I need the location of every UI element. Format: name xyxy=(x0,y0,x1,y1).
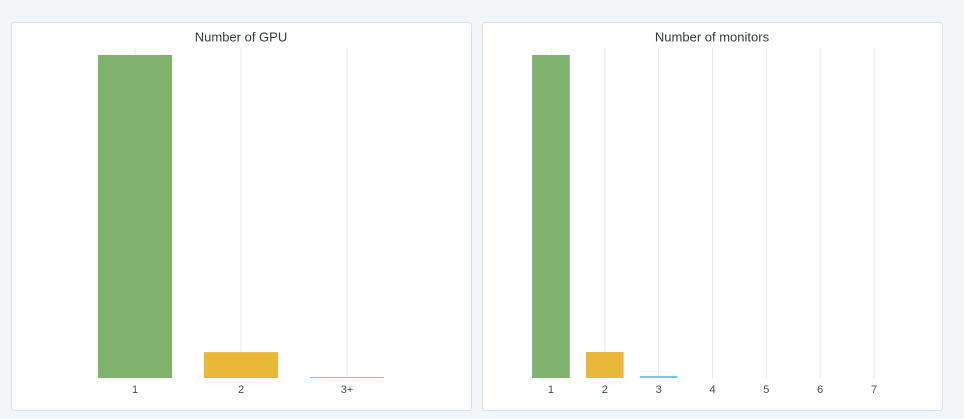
bar xyxy=(309,376,385,378)
x-tick-label: 6 xyxy=(817,384,823,396)
x-tick-label: 1 xyxy=(548,384,554,396)
x-tick-label: 2 xyxy=(238,384,244,396)
x-tick-label: 2 xyxy=(602,384,608,396)
x-tick-label: 7 xyxy=(871,384,877,396)
bar xyxy=(639,375,678,378)
x-tick-label: 1 xyxy=(132,384,138,396)
bar xyxy=(203,352,279,378)
x-tick-label: 4 xyxy=(709,384,715,396)
bar xyxy=(97,55,173,378)
bar xyxy=(532,55,570,378)
x-tick-label: 5 xyxy=(763,384,769,396)
chart-title: Number of monitors xyxy=(655,29,770,44)
chart-title: Number of GPU xyxy=(195,29,287,44)
x-tick-label: 3+ xyxy=(341,384,354,396)
x-tick-label: 3 xyxy=(656,384,662,396)
bar xyxy=(585,352,624,378)
